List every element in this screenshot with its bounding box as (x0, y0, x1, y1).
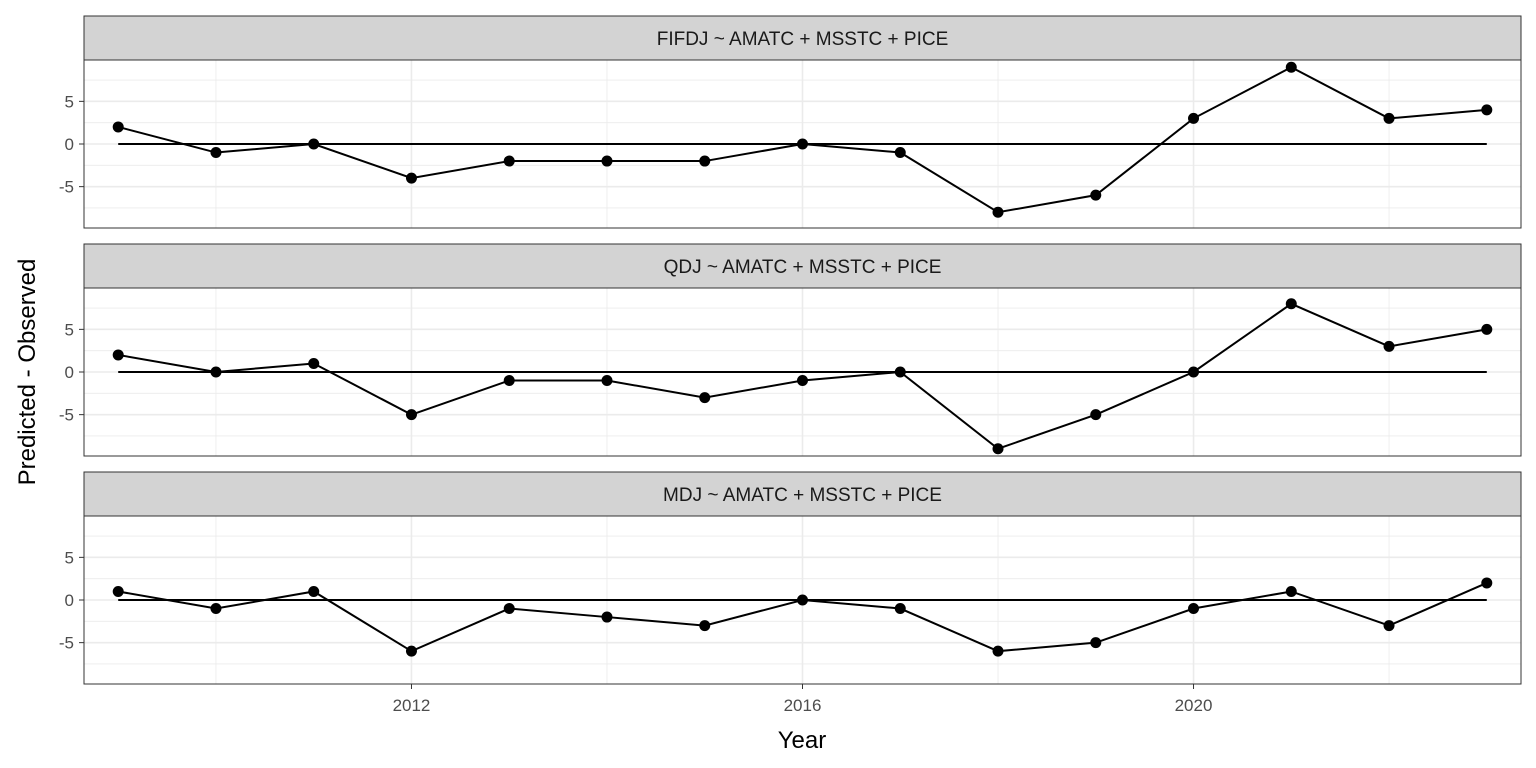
x-tick-label: 2016 (784, 696, 822, 715)
data-point (1188, 603, 1200, 615)
data-point (503, 603, 515, 615)
data-point (894, 603, 906, 615)
data-point (992, 645, 1004, 657)
data-point (405, 645, 417, 657)
data-point (308, 138, 320, 150)
data-point (1481, 577, 1493, 589)
panel-strip-label: FIFDJ ~ AMATC + MSSTC + PICE (657, 29, 949, 50)
data-point (1090, 409, 1102, 421)
x-axis-title: Year (778, 727, 827, 754)
data-point (797, 594, 808, 606)
data-point (1383, 620, 1395, 632)
data-point (992, 206, 1004, 218)
data-point (503, 155, 515, 167)
x-tick-label: 2012 (393, 696, 431, 715)
x-tick-label: 2020 (1175, 696, 1213, 715)
data-point (405, 172, 417, 184)
data-point (210, 603, 222, 615)
data-point (601, 375, 613, 387)
data-point (112, 121, 124, 133)
y-tick-label: -5 (59, 178, 74, 197)
data-point (894, 366, 906, 378)
data-point (699, 155, 711, 167)
data-point (601, 611, 613, 623)
y-tick-label: 5 (65, 548, 74, 567)
data-point (699, 392, 711, 404)
y-tick-label: 0 (65, 591, 74, 610)
y-tick-label: 5 (65, 320, 74, 339)
y-tick-label: -5 (59, 406, 74, 425)
data-point (210, 366, 222, 378)
data-point (1383, 340, 1395, 352)
y-tick-label: -5 (59, 634, 74, 653)
y-tick-label: 5 (65, 92, 74, 111)
data-point (699, 620, 711, 632)
data-point (992, 443, 1004, 455)
data-point (1090, 189, 1102, 201)
data-point (894, 147, 906, 159)
data-point (1188, 366, 1200, 378)
panel-1: FIFDJ ~ AMATC + MSSTC + PICE -5 0 5 (59, 15, 1522, 229)
data-point (1383, 112, 1395, 124)
y-tick-label: 0 (65, 135, 74, 154)
data-point (1285, 61, 1297, 73)
y-axis-title: Predicted - Observed (14, 259, 41, 486)
data-point (503, 375, 515, 387)
panel-3: MDJ ~ AMATC + MSSTC + PICE -5 0 5 (59, 471, 1522, 685)
data-point (112, 585, 124, 597)
data-point (797, 375, 808, 387)
data-point (601, 155, 613, 167)
data-point (1285, 585, 1297, 597)
data-point (1188, 112, 1200, 124)
data-point (308, 585, 320, 597)
data-point (1481, 104, 1493, 116)
data-point (308, 357, 320, 369)
x-axis: 2012 2016 2020 (393, 684, 1213, 715)
data-point (112, 349, 124, 361)
data-point (797, 138, 808, 150)
panel-strip-label: MDJ ~ AMATC + MSSTC + PICE (663, 485, 942, 506)
panel-strip (83, 471, 1522, 517)
panel-strip-label: QDJ ~ AMATC + MSSTC + PICE (664, 257, 942, 278)
data-point (210, 147, 222, 159)
y-tick-label: 0 (65, 363, 74, 382)
data-point (1090, 637, 1102, 649)
data-point (405, 409, 417, 421)
panel-2: QDJ ~ AMATC + MSSTC + PICE -5 0 5 (59, 243, 1522, 457)
data-point (1481, 323, 1493, 335)
panel-strip (83, 15, 1522, 61)
data-point (1285, 298, 1297, 310)
